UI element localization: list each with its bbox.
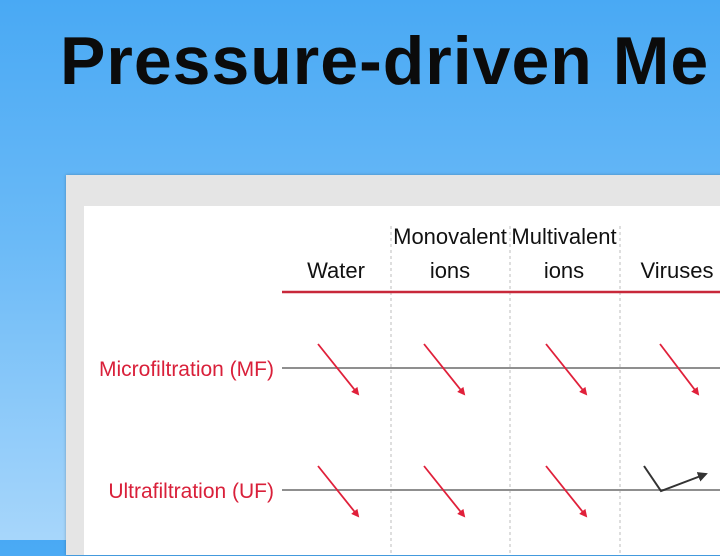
pass-arrow xyxy=(423,343,466,396)
column-headers: Water Monovalent ions Multivalent ions V… xyxy=(307,224,713,283)
column-header-viruses: Viruses xyxy=(641,258,714,283)
row-label-microfiltration: Microfiltration (MF) xyxy=(99,358,274,381)
figure-panel: Water Monovalent ions Multivalent ions V… xyxy=(84,206,720,556)
column-header-multivalent-ions: ions xyxy=(544,258,584,283)
column-header-water: Water xyxy=(307,258,365,283)
figure-frame: Water Monovalent ions Multivalent ions V… xyxy=(66,175,720,556)
pass-arrow xyxy=(545,465,588,518)
row-labels: Microfiltration (MF) Ultrafiltration (UF… xyxy=(99,358,274,503)
membrane-separation-diagram: Water Monovalent ions Multivalent ions V… xyxy=(99,224,720,556)
pass-arrow xyxy=(317,465,360,518)
flow-arrows xyxy=(317,343,708,518)
row-label-ultrafiltration: Ultrafiltration (UF) xyxy=(108,480,274,503)
column-header-monovalent-ions: Monovalent xyxy=(393,224,507,249)
pass-arrow xyxy=(317,343,360,396)
slide-title: Pressure-driven Me xyxy=(60,23,710,99)
reject-arrow xyxy=(643,465,708,493)
pass-arrow xyxy=(423,465,466,518)
column-header-multivalent-ions: Multivalent xyxy=(511,224,616,249)
pass-arrow xyxy=(659,343,700,396)
membrane-lines xyxy=(282,367,720,491)
column-header-monovalent-ions: ions xyxy=(430,258,470,283)
pass-arrow xyxy=(545,343,588,396)
column-dividers xyxy=(390,226,621,556)
